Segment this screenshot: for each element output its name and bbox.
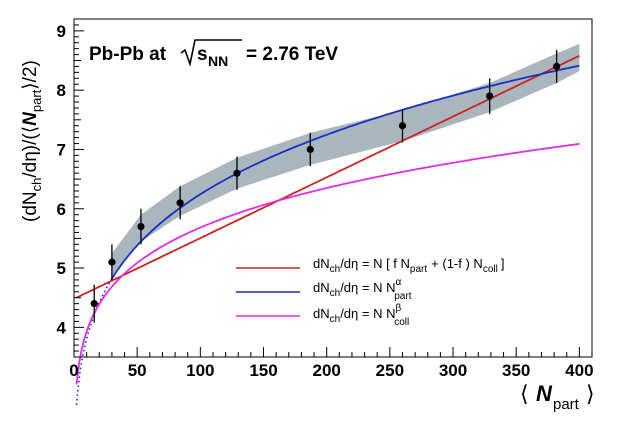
curve-twocomp [76, 54, 580, 299]
x-ticks: 0 50 100 150 200 250 300 350 400 [69, 347, 594, 380]
data-point [176, 199, 184, 207]
uncertainty-band-layer [111, 43, 580, 277]
annotation-energy-sub: NN [208, 53, 228, 69]
x-tick-label: 150 [249, 361, 277, 380]
x-tick-label: 200 [312, 361, 340, 380]
data-points-layer [90, 49, 561, 323]
plot-frame [73, 18, 593, 358]
x-tick-label: 100 [186, 361, 214, 380]
data-point [137, 222, 145, 231]
legend-label-blue: dNch/dη = N Nα part [313, 277, 412, 302]
energy-annotation: Pb-Pb at s NN = 2.76 TeV [89, 39, 338, 69]
y-ticks: 4 5 6 7 8 9 [57, 18, 84, 352]
curve-powcoll [75, 143, 580, 385]
legend: dNch/dη = N [ f Npart + (1-f ) Ncoll] dNc… [236, 256, 504, 328]
y-tick-label: 7 [57, 140, 66, 159]
x-tick-label: 400 [565, 361, 593, 380]
data-point [398, 122, 407, 130]
annotation-system: Pb-Pb at [89, 44, 167, 65]
data-point [306, 145, 314, 154]
legend-label-magenta: dNch/dη = N Nβ coll [313, 303, 409, 328]
data-point [233, 169, 241, 177]
y-tick-label: 8 [57, 81, 66, 100]
data-point [108, 258, 116, 266]
y-tick-label: 5 [57, 259, 66, 278]
x-axis-title-open: ⟨ [520, 381, 529, 406]
x-axis-title-close: ⟩ [586, 381, 595, 406]
y-tick-label: 6 [57, 200, 66, 219]
curves-layer [75, 54, 580, 405]
sqrt-symbol-icon [180, 39, 242, 67]
x-tick-label: 50 [128, 361, 147, 380]
x-axis-title-sub: part [553, 396, 580, 413]
annotation-energy-value: = 2.76 TeV [246, 44, 338, 65]
x-tick-label: 350 [502, 361, 530, 380]
data-point [486, 92, 494, 100]
curve-powpart [111, 64, 580, 280]
x-tick-label: 0 [69, 361, 78, 380]
x-axis-title: ⟨ N part ⟩ [520, 381, 595, 413]
x-tick-label: 300 [439, 361, 467, 380]
x-axis-title-main: N [536, 381, 553, 406]
legend-label-red: dNch/dη = N [ f Npart + (1-f ) Ncoll] [313, 256, 504, 275]
y-axis-title: (dNch/dη)/(⟨Npart⟩/2) [20, 60, 44, 222]
x-tick-label: 250 [376, 361, 404, 380]
data-point [90, 300, 98, 308]
data-point [553, 62, 561, 71]
annotation-energy-symbol: s [197, 44, 208, 65]
y-tick-label: 4 [57, 318, 67, 337]
y-tick-label: 9 [57, 22, 66, 41]
uncertainty-band [111, 43, 580, 277]
